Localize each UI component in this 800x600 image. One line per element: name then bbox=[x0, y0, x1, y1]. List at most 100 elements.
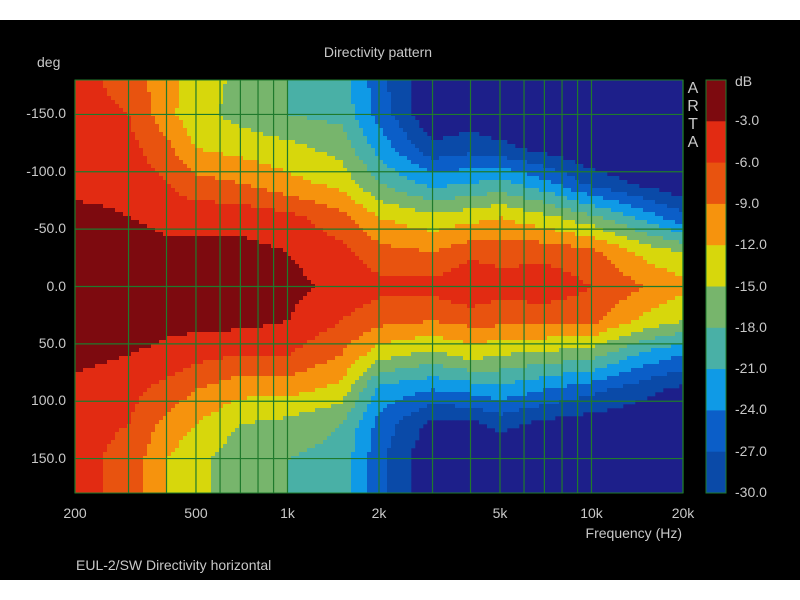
heat-cell bbox=[251, 484, 256, 489]
heat-cell bbox=[251, 252, 256, 257]
heat-cell bbox=[123, 240, 128, 245]
heat-cell bbox=[87, 104, 92, 109]
heat-cell bbox=[243, 196, 248, 201]
heat-cell bbox=[175, 216, 180, 221]
heat-cell bbox=[191, 404, 196, 409]
heat-cell bbox=[187, 420, 192, 425]
heat-cell bbox=[171, 484, 176, 489]
heat-cell bbox=[239, 352, 244, 357]
heat-cell bbox=[259, 424, 264, 429]
heat-cell bbox=[163, 168, 168, 173]
heat-cell bbox=[259, 232, 264, 237]
heat-cell bbox=[119, 116, 124, 121]
heat-cell bbox=[247, 472, 252, 477]
heat-cell bbox=[107, 152, 112, 157]
heat-cell bbox=[143, 444, 148, 449]
heat-cell bbox=[191, 192, 196, 197]
heat-cell bbox=[163, 344, 168, 349]
heat-cell bbox=[191, 200, 196, 205]
heat-cell bbox=[259, 488, 264, 493]
heat-cell bbox=[103, 432, 108, 437]
heat-cell bbox=[255, 136, 260, 141]
heat-cell bbox=[103, 312, 108, 317]
heat-cell bbox=[243, 352, 248, 357]
heat-cell bbox=[255, 488, 260, 493]
heat-cell bbox=[83, 288, 88, 293]
heat-cell bbox=[239, 372, 244, 377]
heat-cell bbox=[123, 260, 128, 265]
heat-cell bbox=[195, 252, 200, 257]
heat-cell bbox=[99, 104, 104, 109]
heat-cell bbox=[111, 484, 116, 489]
heat-cell bbox=[123, 308, 128, 313]
heat-cell bbox=[179, 312, 184, 317]
heat-cell bbox=[219, 108, 224, 113]
heat-cell bbox=[159, 340, 164, 345]
heat-cell bbox=[115, 168, 120, 173]
heat-cell bbox=[191, 448, 196, 453]
heat-cell bbox=[231, 412, 236, 417]
heat-cell bbox=[199, 380, 204, 385]
heat-cell bbox=[91, 452, 96, 457]
heat-cell bbox=[119, 212, 124, 217]
heat-cell bbox=[79, 308, 84, 313]
heat-cell bbox=[147, 396, 152, 401]
heat-cell bbox=[107, 480, 112, 485]
heat-cell bbox=[103, 408, 108, 413]
heat-cell bbox=[119, 376, 124, 381]
heat-cell bbox=[147, 84, 152, 89]
heat-cell bbox=[235, 336, 240, 341]
heat-cell bbox=[235, 384, 240, 389]
heat-cell bbox=[83, 204, 88, 209]
heat-cell bbox=[75, 132, 80, 137]
heat-cell bbox=[147, 360, 152, 365]
heat-cell bbox=[139, 120, 144, 125]
heat-cell bbox=[111, 340, 116, 345]
heat-cell bbox=[235, 280, 240, 285]
heat-cell bbox=[219, 296, 224, 301]
heat-cell bbox=[151, 232, 156, 237]
heat-cell bbox=[187, 436, 192, 441]
heat-cell bbox=[187, 400, 192, 405]
heat-cell bbox=[75, 324, 80, 329]
heat-cell bbox=[187, 288, 192, 293]
heat-cell bbox=[159, 176, 164, 181]
heat-cell bbox=[251, 224, 256, 229]
heat-cell bbox=[263, 300, 268, 305]
heat-cell bbox=[219, 412, 224, 417]
heat-cell bbox=[187, 172, 192, 177]
heat-cell bbox=[147, 244, 152, 249]
heat-cell bbox=[203, 308, 208, 313]
heat-cell bbox=[91, 192, 96, 197]
heat-cell bbox=[83, 316, 88, 321]
heat-cell bbox=[155, 452, 160, 457]
heat-cell bbox=[223, 88, 228, 93]
heat-cell bbox=[111, 164, 116, 169]
heat-cell bbox=[199, 400, 204, 405]
heat-cell bbox=[215, 136, 220, 141]
heat-cell bbox=[207, 292, 212, 297]
heat-cell bbox=[243, 264, 248, 269]
heat-cell bbox=[127, 336, 132, 341]
heat-cell bbox=[115, 420, 120, 425]
heat-cell bbox=[179, 420, 184, 425]
heat-cell bbox=[207, 192, 212, 197]
heat-cell bbox=[167, 328, 172, 333]
heat-cell bbox=[211, 196, 216, 201]
heat-cell bbox=[175, 116, 180, 121]
heat-cell bbox=[195, 232, 200, 237]
heat-cell bbox=[131, 400, 136, 405]
heat-cell bbox=[255, 296, 260, 301]
heat-cell bbox=[175, 416, 180, 421]
heat-cell bbox=[131, 200, 136, 205]
heat-cell bbox=[175, 428, 180, 433]
heat-cell bbox=[163, 280, 168, 285]
heat-cell bbox=[263, 120, 268, 125]
heat-cell bbox=[259, 288, 264, 293]
heat-cell bbox=[199, 236, 204, 241]
heat-cell bbox=[103, 144, 108, 149]
heat-cell bbox=[191, 96, 196, 101]
heat-cell bbox=[203, 272, 208, 277]
heat-cell bbox=[135, 136, 140, 141]
heat-cell bbox=[91, 244, 96, 249]
